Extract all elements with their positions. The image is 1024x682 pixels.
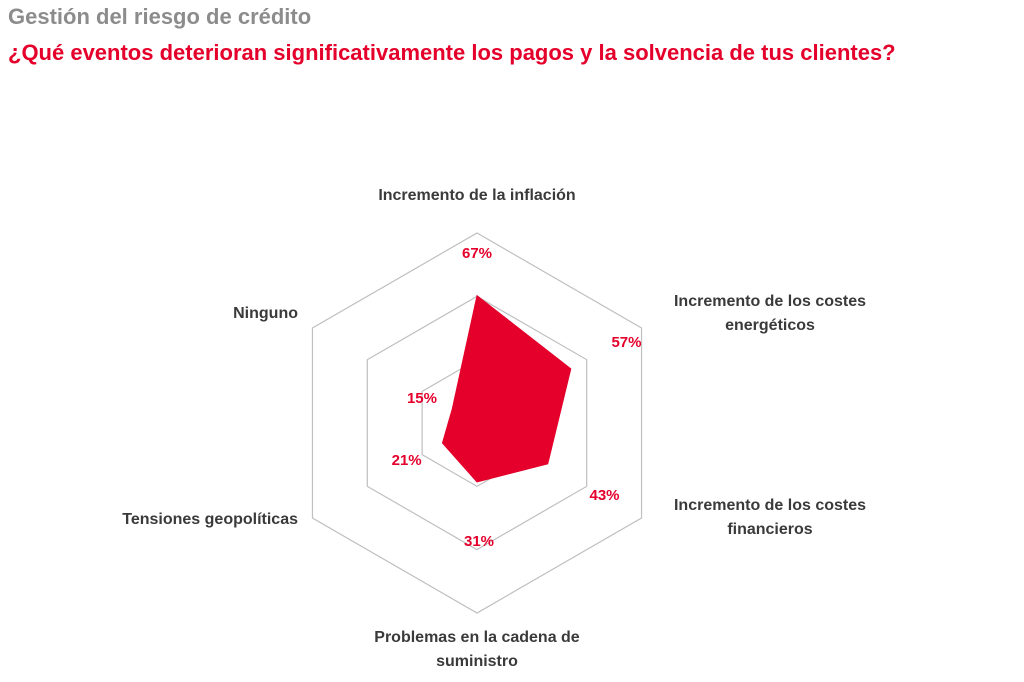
category-label: Ninguno (233, 305, 298, 322)
category-label: Tensiones geopolíticas (122, 511, 298, 528)
grid-ring-2 (366, 295, 588, 551)
category-label: Incremento de los costes energéticos (674, 293, 866, 334)
value-label: 21% (392, 452, 422, 469)
value-label: 67% (462, 245, 492, 262)
series-area (441, 294, 572, 483)
chart-title: ¿Qué eventos deterioran significativamen… (8, 40, 896, 65)
grid-ring-3 (311, 232, 643, 614)
value-label: 57% (611, 334, 641, 351)
value-label: 43% (589, 487, 619, 504)
value-label: 31% (464, 533, 494, 550)
category-label: Incremento de la inflación (378, 187, 575, 204)
chart-supertitle: Gestión del riesgo de crédito (8, 4, 312, 29)
category-label: Incremento de los costes financieros (674, 497, 866, 538)
value-label: 15% (407, 390, 437, 407)
category-label: Problemas en la cadena de suministro (374, 629, 580, 670)
